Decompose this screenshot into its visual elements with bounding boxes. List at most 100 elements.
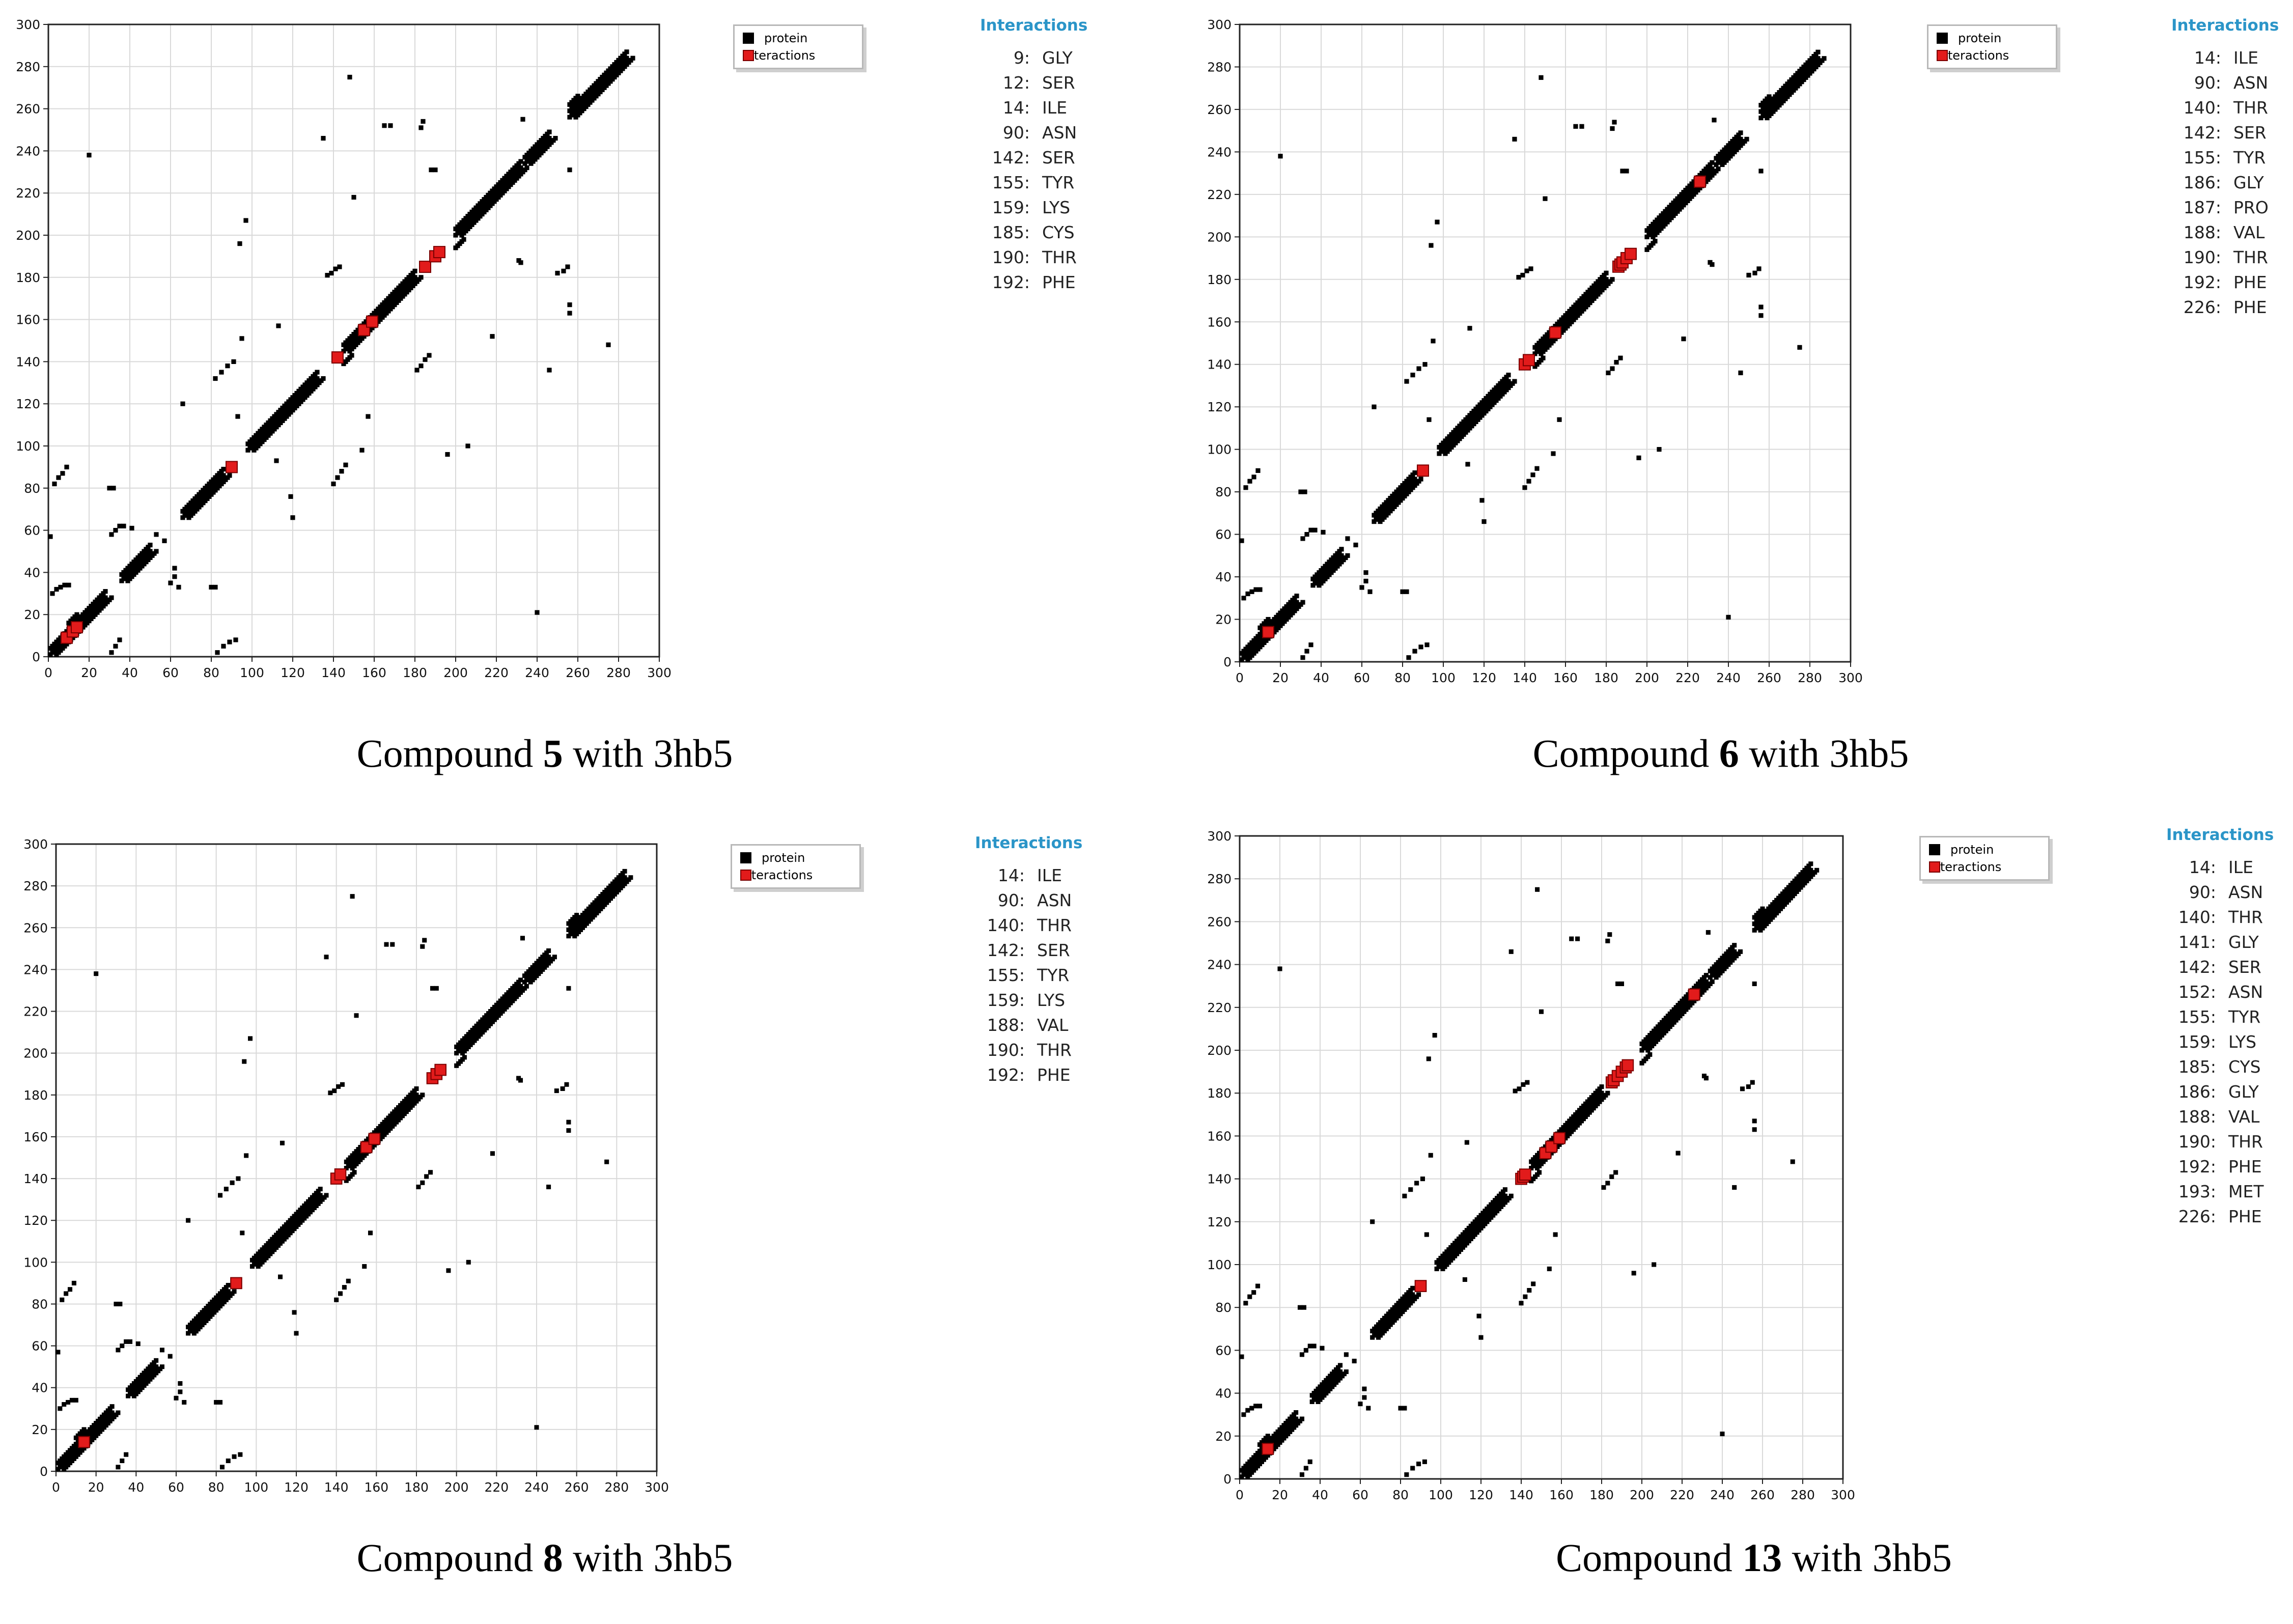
protein-contact-point xyxy=(624,55,629,61)
residue-number: 186: xyxy=(2178,1082,2216,1102)
interaction-points xyxy=(78,1063,447,1448)
legend-label-interactions: interactions xyxy=(1937,48,2009,63)
protein-contact-point xyxy=(433,167,438,173)
y-tick-label: 240 xyxy=(23,962,48,977)
y-tick-label: 0 xyxy=(1223,1472,1232,1487)
protein-contact-point xyxy=(236,1176,241,1181)
protein-contact-point xyxy=(1408,1187,1413,1192)
chart-panel-2: 0 20 40 60 80 100 120 140 160 180 200 220 240 260 280 3… xyxy=(1191,0,2293,794)
legend-1: protein interactions xyxy=(733,24,863,69)
protein-contact-point xyxy=(1424,1232,1429,1237)
protein-contact-point xyxy=(338,1291,343,1296)
interactions-list-4: Interactions 14: ILE 90: ASN 140: THR 141: GLY 1… xyxy=(2166,826,2283,1243)
interactions-swatch xyxy=(1937,50,1948,61)
interaction-points xyxy=(1262,175,1706,638)
x-tick-label: 200 xyxy=(1630,1488,1654,1502)
protein-contact-point xyxy=(1710,979,1715,984)
protein-contact-point xyxy=(180,401,185,406)
protein-contact-point xyxy=(1610,366,1615,371)
protein-contact-point xyxy=(332,1088,337,1094)
protein-contact-point xyxy=(1406,655,1411,660)
protein-contact-point xyxy=(103,595,108,600)
protein-contact-point xyxy=(423,357,428,362)
protein-contact-point xyxy=(232,1454,237,1459)
protein-contact-point xyxy=(1752,1118,1757,1124)
protein-contact-point xyxy=(176,584,181,590)
protein-contact-point xyxy=(178,1389,183,1394)
protein-contact-point xyxy=(1537,1170,1542,1175)
interaction-point xyxy=(334,1168,347,1181)
protein-contact-point xyxy=(1703,979,1709,984)
protein-contact-point xyxy=(1362,1395,1367,1400)
protein-contact-point xyxy=(325,273,330,278)
protein-contact-point xyxy=(354,1013,359,1018)
protein-contact-point xyxy=(56,475,61,480)
protein-contact-point xyxy=(1814,867,1820,873)
protein-contact-point xyxy=(52,481,57,487)
protein-contact-point xyxy=(168,580,173,585)
x-tick-label: 120 xyxy=(284,1480,309,1495)
chart-panel-1: 0 20 40 60 80 100 120 140 160 180 200 220 240 260 280 3… xyxy=(0,0,1145,794)
protein-contact-point xyxy=(566,1119,571,1125)
protein-contact-point xyxy=(120,1458,125,1463)
protein-contact-point xyxy=(279,1140,285,1145)
protein-contact-point xyxy=(328,1090,333,1096)
protein-contact-point xyxy=(490,1151,495,1156)
x-tick-label: 180 xyxy=(404,1480,429,1495)
protein-contact-point xyxy=(235,414,240,419)
protein-contact-point xyxy=(1422,1459,1427,1464)
residue-row: 192: PHE xyxy=(975,1065,1092,1085)
protein-contact-point xyxy=(1541,355,1546,360)
residue-row: 186: GLY xyxy=(2166,1082,2283,1102)
x-tick-label: 100 xyxy=(1431,670,1456,685)
protein-contact-point xyxy=(109,650,114,655)
plot-frame xyxy=(55,843,658,1472)
y-tick-label: 120 xyxy=(1207,400,1232,414)
y-tick-label: 0 xyxy=(32,650,40,664)
legend-2: protein interactions xyxy=(1927,24,2057,69)
protein-contact-point xyxy=(232,1289,237,1294)
x-tick-label: 0 xyxy=(1236,670,1244,685)
protein-contact-point xyxy=(1429,243,1434,248)
protein-contact-point xyxy=(1243,1301,1248,1306)
protein-contact-point xyxy=(1363,578,1368,584)
x-tick-label: 20 xyxy=(1272,670,1289,685)
protein-contact-point xyxy=(1255,468,1261,473)
chart-svg-4: 0 20 40 60 80 100 120 140 160 180 200 220 240 260 280 3… xyxy=(1207,829,1855,1502)
residue-row: 192: PHE xyxy=(2166,1157,2283,1177)
interaction-point xyxy=(1523,354,1535,367)
protein-contact-point xyxy=(384,942,389,947)
protein-contacts xyxy=(55,869,633,1472)
residue-name: VAL xyxy=(2233,222,2265,242)
protein-contact-point xyxy=(1298,489,1303,494)
residue-name: SER xyxy=(1037,940,1070,960)
protein-contact-point xyxy=(1308,642,1313,648)
protein-contact-point xyxy=(1508,949,1514,954)
protein-contact-point xyxy=(1402,1193,1407,1198)
protein-contact-point xyxy=(418,275,424,280)
y-tick-label: 40 xyxy=(24,565,40,580)
protein-contact-point xyxy=(524,984,529,989)
protein-contact-point xyxy=(622,875,627,880)
y-tick-label: 220 xyxy=(16,186,40,201)
protein-contact-point xyxy=(1424,642,1430,648)
protein-contact-point xyxy=(566,1128,571,1133)
interaction-point xyxy=(71,621,83,634)
protein-contact-point xyxy=(148,549,153,554)
protein-contact-point xyxy=(420,1180,425,1185)
protein-contact-point xyxy=(1573,124,1578,129)
legend-item-interactions: interactions xyxy=(1937,48,2009,63)
protein-contact-point xyxy=(366,414,371,419)
protein-contact-point xyxy=(574,913,579,918)
protein-contact-point xyxy=(1524,268,1529,273)
y-tick-label: 60 xyxy=(1215,527,1232,542)
protein-swatch xyxy=(743,33,754,44)
protein-contact-point xyxy=(1539,75,1544,80)
y-tick-label: 240 xyxy=(1207,958,1232,972)
protein-contact-point xyxy=(69,1397,74,1403)
legend-label-interactions: interactions xyxy=(743,48,816,63)
residue-row: 142: SER xyxy=(2171,123,2288,143)
residue-row: 141: GLY xyxy=(2166,932,2283,953)
interactions-swatch xyxy=(1929,861,1940,873)
protein-contact-point xyxy=(334,1297,339,1302)
